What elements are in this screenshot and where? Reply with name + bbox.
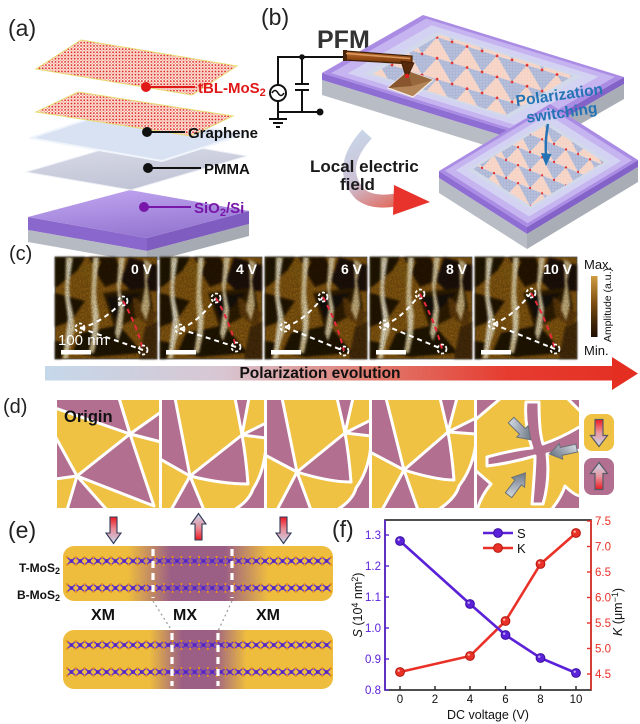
svg-text:(b): (b) — [261, 4, 289, 30]
svg-text:DC voltage (V): DC voltage (V) — [447, 708, 529, 722]
svg-text:Min.: Min. — [584, 343, 609, 358]
svg-text:4.5: 4.5 — [595, 669, 611, 681]
svg-text:5.5: 5.5 — [595, 618, 611, 630]
svg-text:S (104 nm2): S (104 nm2) — [350, 573, 365, 638]
svg-text:1.1: 1.1 — [365, 592, 381, 604]
svg-text:8: 8 — [537, 694, 543, 706]
svg-text:tBL-MoS2: tBL-MoS2 — [198, 80, 266, 99]
svg-text:S: S — [517, 526, 526, 541]
svg-text:10 V: 10 V — [543, 261, 572, 277]
svg-text:7.0: 7.0 — [595, 542, 611, 554]
svg-text:Max.: Max. — [584, 257, 612, 272]
svg-text:0.9: 0.9 — [365, 654, 381, 666]
svg-text:SiO2/Si: SiO2/Si — [194, 200, 244, 219]
svg-text:0: 0 — [397, 694, 403, 706]
svg-text:T-MoS2: T-MoS2 — [19, 561, 60, 576]
svg-text:6: 6 — [502, 694, 508, 706]
svg-text:PFM: PFM — [317, 26, 370, 54]
svg-text:(d): (d) — [3, 396, 27, 418]
svg-text:Local electric: Local electric — [310, 157, 419, 176]
svg-text:1.3: 1.3 — [365, 530, 381, 542]
svg-text:8 V: 8 V — [446, 261, 468, 277]
svg-text:XM: XM — [91, 607, 115, 624]
svg-text:Polarization evolution: Polarization evolution — [239, 365, 400, 382]
svg-text:6 V: 6 V — [341, 261, 363, 277]
svg-text:K: K — [517, 541, 526, 556]
svg-text:4: 4 — [467, 694, 474, 706]
svg-text:6.0: 6.0 — [595, 593, 611, 605]
svg-text:(f): (f) — [332, 516, 354, 542]
svg-text:B-MoS2: B-MoS2 — [17, 588, 60, 603]
svg-text:(a): (a) — [8, 15, 36, 41]
svg-text:1.0: 1.0 — [365, 623, 381, 635]
svg-text:(e): (e) — [8, 517, 36, 543]
svg-text:5.0: 5.0 — [595, 644, 611, 656]
svg-text:0 V: 0 V — [131, 261, 153, 277]
svg-text:100 nm: 100 nm — [58, 332, 108, 349]
svg-text:10: 10 — [570, 694, 583, 706]
svg-text:MX: MX — [173, 607, 197, 624]
svg-text:K (μm−1): K (μm−1) — [610, 588, 625, 636]
svg-text:XM: XM — [256, 607, 280, 624]
svg-text:(c): (c) — [9, 243, 32, 265]
svg-text:PMMA: PMMA — [204, 161, 250, 178]
svg-text:4 V: 4 V — [236, 261, 258, 277]
svg-text:field: field — [340, 175, 375, 194]
svg-text:1.2: 1.2 — [365, 561, 381, 573]
svg-text:0.8: 0.8 — [365, 685, 381, 697]
svg-text:Origin: Origin — [64, 408, 113, 426]
svg-text:6.5: 6.5 — [595, 567, 611, 579]
svg-text:2: 2 — [432, 694, 438, 706]
svg-text:Amplitude (a.u.): Amplitude (a.u.) — [602, 268, 614, 342]
svg-text:Graphene: Graphene — [188, 125, 258, 142]
svg-text:7.5: 7.5 — [595, 516, 611, 528]
